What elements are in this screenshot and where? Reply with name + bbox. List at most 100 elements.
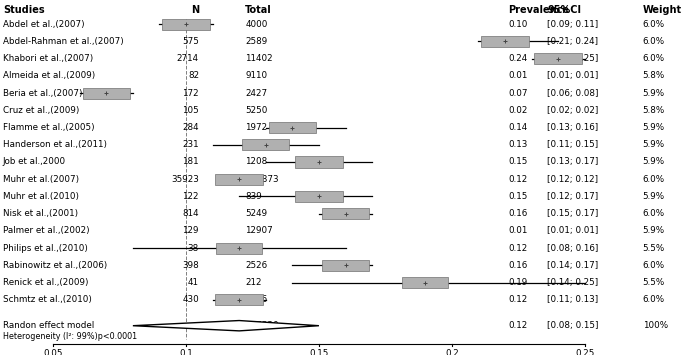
Text: 5.8%: 5.8% [643,106,665,115]
Text: Rabinowitz et al.,(2006): Rabinowitz et al.,(2006) [3,261,107,270]
Text: [0.02; 0.02]: [0.02; 0.02] [547,106,598,115]
Polygon shape [133,321,319,331]
Bar [269,122,316,133]
Text: 2427: 2427 [245,88,267,98]
Text: 6.0%: 6.0% [643,261,665,270]
Bar [402,277,448,288]
Bar [216,294,263,305]
Text: Handerson et al.,(2011): Handerson et al.,(2011) [3,140,107,149]
Text: [0.08; 0.16]: [0.08; 0.16] [547,244,598,253]
Text: 0.15: 0.15 [310,349,329,355]
Text: [0.11; 0.15]: [0.11; 0.15] [547,140,598,149]
Text: 5.9%: 5.9% [643,158,665,166]
Text: 0.13: 0.13 [508,140,527,149]
Text: Randon effect model: Randon effect model [3,321,94,330]
Text: 0.01: 0.01 [508,71,527,80]
Text: 0.15: 0.15 [508,158,527,166]
Text: 814: 814 [182,209,199,218]
Text: 5.9%: 5.9% [643,192,665,201]
Bar [481,36,529,47]
Text: 839: 839 [245,192,262,201]
Text: 412: 412 [182,20,199,29]
Text: 0.12: 0.12 [508,244,527,253]
Text: [0.14; 0.25]: [0.14; 0.25] [547,278,598,287]
Bar [295,157,343,168]
Text: 3646: 3646 [245,295,267,304]
Text: Nisk et al.,(2001): Nisk et al.,(2001) [3,209,78,218]
Text: 0.16: 0.16 [508,209,527,218]
Text: 430: 430 [182,295,199,304]
Text: 1208: 1208 [245,158,267,166]
Text: [0.12; 0.12]: [0.12; 0.12] [547,175,598,184]
Text: Cruz et al.,(2009): Cruz et al.,(2009) [3,106,79,115]
Text: Philips et al.,(2010): Philips et al.,(2010) [3,244,88,253]
Text: 212: 212 [245,278,262,287]
Text: 9110: 9110 [245,71,267,80]
Text: 12907: 12907 [245,226,273,235]
Text: Studies: Studies [3,5,44,15]
Text: 6.0%: 6.0% [643,37,665,46]
Text: 329: 329 [245,244,262,253]
Text: 0.02: 0.02 [508,106,527,115]
Text: 0.12: 0.12 [508,295,527,304]
Text: 35923: 35923 [171,175,199,184]
Text: [0.12; 0.17]: [0.12; 0.17] [547,192,598,201]
Text: [0.11; 0.13]: [0.11; 0.13] [547,295,598,304]
Text: 6.0%: 6.0% [643,295,665,304]
Text: 0.25: 0.25 [575,349,594,355]
Text: 0.22: 0.22 [508,37,527,46]
Text: Weight: Weight [643,5,682,15]
Text: 5249: 5249 [245,209,267,218]
Text: 82: 82 [188,71,199,80]
Text: Schmtz et al.,(2010): Schmtz et al.,(2010) [3,295,92,304]
Text: 367330: 367330 [245,321,279,330]
Text: 5.8%: 5.8% [643,71,665,80]
Text: 0.14: 0.14 [508,123,527,132]
Text: Job et al.,2000: Job et al.,2000 [3,158,66,166]
Text: Renick et al.,(2009): Renick et al.,(2009) [3,278,88,287]
Text: Abdel-Rahman et al.,(2007): Abdel-Rahman et al.,(2007) [3,37,124,46]
Text: [0.15; 0.17]: [0.15; 0.17] [547,209,598,218]
Text: 6.0%: 6.0% [643,175,665,184]
Bar [534,53,582,64]
Text: 1972: 1972 [245,123,267,132]
Bar [295,191,343,202]
Text: 41: 41 [188,278,199,287]
Text: Palmer et al.,(2002): Palmer et al.,(2002) [3,226,89,235]
Bar [321,260,370,271]
Text: 0.16: 0.16 [508,261,527,270]
Text: 0.24: 0.24 [508,54,527,63]
Text: 0.07: 0.07 [508,88,527,98]
Text: 0.1: 0.1 [179,349,193,355]
Text: 0.15: 0.15 [508,192,527,201]
Text: 0.05: 0.05 [44,349,63,355]
Text: Khabori et al.,(2007): Khabori et al.,(2007) [3,54,93,63]
Text: 129: 129 [182,226,199,235]
Text: 181: 181 [182,158,199,166]
Bar [321,208,370,219]
Text: Muhr et al.(2007): Muhr et al.(2007) [3,175,79,184]
Text: 2589: 2589 [245,37,267,46]
Text: 0.01: 0.01 [508,226,527,235]
Text: 38: 38 [188,244,199,253]
Text: [0.13; 0.16]: [0.13; 0.16] [547,123,598,132]
Text: [0.21; 0.24]: [0.21; 0.24] [547,37,598,46]
Text: Total: Total [245,5,272,15]
Text: 0.12: 0.12 [508,175,527,184]
Bar [216,174,263,185]
Text: 2714: 2714 [177,54,199,63]
Text: 6.0%: 6.0% [643,54,665,63]
Text: [0.01; 0.01]: [0.01; 0.01] [547,71,598,80]
Text: 575: 575 [182,37,199,46]
Text: [0.14; 0.17]: [0.14; 0.17] [547,261,598,270]
Text: [0.23; 0.25]: [0.23; 0.25] [547,54,598,63]
Bar [83,88,130,99]
Text: 4000: 4000 [245,20,267,29]
Bar [216,242,262,254]
Text: Flamme et al.,(2005): Flamme et al.,(2005) [3,123,95,132]
Text: 284: 284 [182,123,199,132]
Text: 0.19: 0.19 [508,278,527,287]
Text: 172: 172 [182,88,199,98]
Text: 5.9%: 5.9% [643,123,665,132]
Text: 1791: 1791 [245,140,267,149]
